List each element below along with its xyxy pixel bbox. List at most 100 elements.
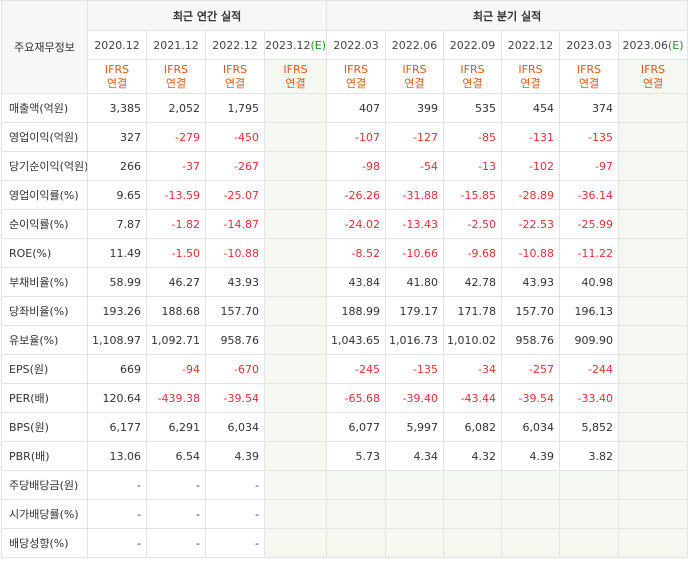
period-label: 2022.12 bbox=[507, 38, 554, 52]
ifrs-text: IFRS bbox=[283, 62, 308, 76]
row-label: 부채비율(%) bbox=[1, 267, 88, 297]
quarter-period-header[interactable]: 2022.03 bbox=[326, 30, 387, 60]
annual-value-cell: - bbox=[146, 499, 206, 529]
annual-period-header[interactable]: 2023.12(E) bbox=[263, 30, 328, 60]
table-row: 유보율(%) 1,108.97 1,092.71 958.76 1,043.65 1,01… bbox=[1, 325, 688, 355]
table-row: BPS(원) 6,177 6,291 6,034 6,077 5,997 6,082 6,03… bbox=[1, 412, 688, 442]
quarter-value-cell: -39.40 bbox=[385, 383, 445, 413]
annual-value-cell bbox=[263, 238, 328, 268]
annual-value-cell: - bbox=[205, 470, 265, 500]
quarter-value-cell: 374 bbox=[559, 93, 620, 123]
annual-period-header[interactable]: 2022.12 bbox=[205, 30, 265, 60]
quarter-value-cell bbox=[443, 528, 503, 558]
period-label: 2021.12 bbox=[153, 38, 199, 52]
annual-value-cell: - bbox=[146, 470, 206, 500]
quarter-value-cell bbox=[385, 470, 445, 500]
quarter-value-cell: 4.39 bbox=[501, 441, 561, 471]
ifrs-consolidated-label: IFRS 연결 bbox=[559, 59, 620, 94]
quarter-period-header[interactable]: 2022.09 bbox=[443, 30, 503, 60]
quarter-value-cell: -34 bbox=[443, 354, 503, 384]
estimate-mark: (E) bbox=[310, 38, 327, 52]
annual-value-cell: -14.87 bbox=[205, 209, 265, 239]
quarter-value-cell: 5,997 bbox=[385, 412, 445, 442]
quarter-value-cell: -65.68 bbox=[326, 383, 387, 413]
quarter-value-cell: -22.53 bbox=[501, 209, 561, 239]
quarter-value-cell bbox=[443, 470, 503, 500]
ifrs-consolidated-label: IFRS 연결 bbox=[263, 59, 328, 94]
quarter-value-cell bbox=[326, 528, 387, 558]
annual-value-cell: -37 bbox=[146, 151, 206, 181]
annual-value-cell: - bbox=[87, 528, 147, 558]
quarter-value-cell: 42.78 bbox=[443, 267, 503, 297]
consolidated-text: 연결 bbox=[642, 76, 664, 90]
quarter-value-cell bbox=[559, 499, 620, 529]
quarter-value-cell: -10.88 bbox=[501, 238, 561, 268]
quarter-value-cell: -33.40 bbox=[559, 383, 620, 413]
quarter-value-cell bbox=[618, 151, 688, 181]
ifrs-text: IFRS bbox=[460, 62, 485, 76]
annual-value-cell bbox=[263, 383, 328, 413]
annual-value-cell: -1.82 bbox=[146, 209, 206, 239]
row-label: 영업이익(억원) bbox=[1, 122, 88, 152]
row-label: 당기순이익(억원) bbox=[1, 151, 88, 181]
quarter-value-cell bbox=[326, 499, 387, 529]
quarter-value-cell: 399 bbox=[385, 93, 445, 123]
consolidated-text: 연결 bbox=[578, 76, 600, 90]
quarter-value-cell: -98 bbox=[326, 151, 387, 181]
quarter-value-cell: -54 bbox=[385, 151, 445, 181]
annual-period-header[interactable]: 2021.12 bbox=[146, 30, 206, 60]
quarter-value-cell: 5.73 bbox=[326, 441, 387, 471]
quarter-value-cell: 43.93 bbox=[501, 267, 561, 297]
quarter-value-cell: 407 bbox=[326, 93, 387, 123]
annual-value-cell: 188.68 bbox=[146, 296, 206, 326]
annual-value-cell bbox=[263, 325, 328, 355]
quarter-value-cell: -85 bbox=[443, 122, 503, 152]
estimate-mark: (E) bbox=[668, 38, 684, 52]
row-label: 유보율(%) bbox=[1, 325, 88, 355]
quarter-value-cell bbox=[559, 470, 620, 500]
quarter-period-header[interactable]: 2023.03 bbox=[559, 30, 620, 60]
annual-value-cell: -670 bbox=[205, 354, 265, 384]
quarter-value-cell: 5,852 bbox=[559, 412, 620, 442]
quarter-value-cell: 535 bbox=[443, 93, 503, 123]
ifrs-text: IFRS bbox=[576, 62, 602, 76]
ifrs-consolidated-label: IFRS 연결 bbox=[146, 59, 206, 94]
quarter-value-cell: -25.99 bbox=[559, 209, 620, 239]
ifrs-text: IFRS bbox=[222, 62, 248, 76]
quarter-value-cell bbox=[385, 528, 445, 558]
quarter-period-header[interactable]: 2022.12 bbox=[501, 30, 561, 60]
quarter-period-header[interactable]: 2023.06(E) bbox=[618, 30, 688, 60]
quarter-value-cell bbox=[618, 354, 688, 384]
annual-value-cell: - bbox=[87, 470, 147, 500]
table-row: PBR(배) 13.06 6.54 4.39 5.73 4.34 4.32 4.39 3.82 bbox=[1, 441, 688, 471]
quarter-value-cell bbox=[501, 499, 561, 529]
annual-value-cell: 669 bbox=[87, 354, 147, 384]
period-label: 2022.06 bbox=[391, 38, 438, 52]
annual-value-cell: 1,092.71 bbox=[146, 325, 206, 355]
annual-value-cell: -1.50 bbox=[146, 238, 206, 268]
quarter-value-cell: -10.66 bbox=[385, 238, 445, 268]
annual-value-cell bbox=[263, 528, 328, 558]
quarter-value-cell: -31.88 bbox=[385, 180, 445, 210]
table-row: 영업이익률(%) 9.65 -13.59 -25.07 -26.26 -31.88 -15.… bbox=[1, 180, 688, 210]
quarter-value-cell: -36.14 bbox=[559, 180, 620, 210]
row-label: 배당성향(%) bbox=[1, 528, 88, 558]
table-row: EPS(원) 669 -94 -670 -245 -135 -34 -257 -244 bbox=[1, 354, 688, 384]
ifrs-consolidated-label: IFRS 연결 bbox=[443, 59, 503, 94]
quarter-value-cell: 40.98 bbox=[559, 267, 620, 297]
period-label: 2020.12 bbox=[94, 38, 140, 52]
annual-period-header[interactable]: 2020.12 bbox=[87, 30, 147, 60]
quarter-value-cell: 171.78 bbox=[443, 296, 503, 326]
table-row: 순이익률(%) 7.87 -1.82 -14.87 -24.02 -13.43 -2.50-… bbox=[1, 209, 688, 239]
ifrs-text: IFRS bbox=[402, 62, 427, 76]
row-label: 순이익률(%) bbox=[1, 209, 88, 239]
annual-value-cell: -279 bbox=[146, 122, 206, 152]
quarter-period-header[interactable]: 2022.06 bbox=[385, 30, 445, 60]
ifrs-text: IFRS bbox=[518, 62, 543, 76]
quarter-value-cell: 196.13 bbox=[559, 296, 620, 326]
annual-value-cell: 1,795 bbox=[205, 93, 265, 123]
annual-value-cell: 2,052 bbox=[146, 93, 206, 123]
annual-value-cell bbox=[263, 93, 328, 123]
annual-value-cell: 6,177 bbox=[87, 412, 147, 442]
